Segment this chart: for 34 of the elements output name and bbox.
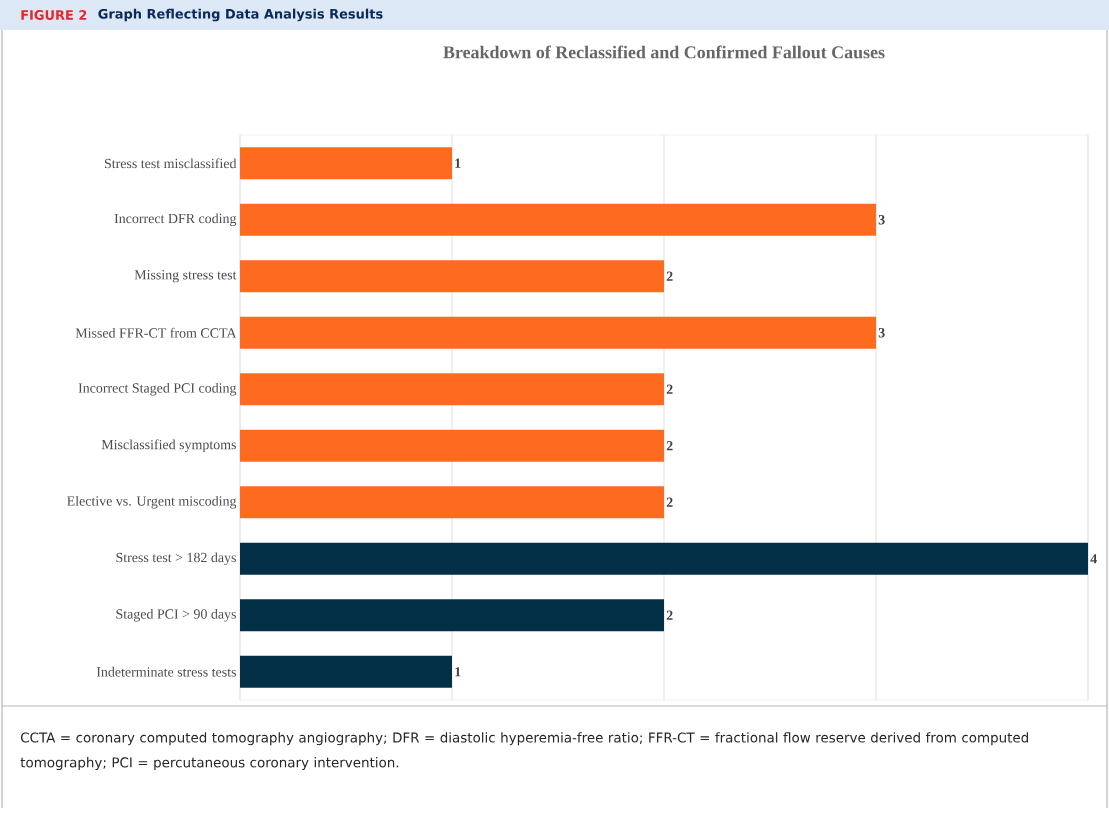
bar	[240, 655, 453, 688]
data-label: 2	[666, 610, 673, 620]
data-label: 2	[666, 497, 673, 507]
data-label: 2	[666, 384, 673, 394]
text: Graph Reflecting Data Analysis Results	[98, 8, 383, 22]
bar	[240, 147, 453, 180]
data-label: 1	[455, 158, 461, 168]
y-tick-label: Stress test misclassified	[104, 158, 237, 169]
y-tick-label: Indeterminate stress tests	[96, 666, 236, 677]
y-tick-label: Elective vs. Urgent miscoding	[67, 495, 237, 509]
bar	[240, 429, 665, 462]
text: CCTA = coronary computed tomography angiography; DFR = diastolic hyperemia-free ratio; FFR-CT = fractional flow reserve derived from computed tomography; PCI = percutaneous coronary intervention.	[20, 732, 1028, 771]
bar	[240, 486, 665, 519]
bar	[240, 316, 877, 349]
chart-title: Breakdown of Reclassified and Confirmed Fallout Causes	[443, 45, 885, 59]
data-label: 2	[666, 271, 673, 281]
y-tick-label: Missed FFR-CT from CCTA	[75, 327, 237, 338]
bar	[240, 260, 665, 293]
bar	[240, 542, 1089, 575]
data-label: 2	[666, 441, 673, 451]
bar	[240, 373, 665, 406]
y-tick-label: Stress test > 182 days	[116, 552, 236, 566]
caption: FIGURE 2	[21, 10, 87, 20]
data-label: 3	[878, 215, 885, 225]
y-tick-label: Incorrect DFR coding	[114, 213, 237, 227]
data-label: 4	[1090, 554, 1097, 564]
y-tick-label: Incorrect Staged PCI coding	[78, 382, 237, 396]
y-tick-label: Misclassified symptoms	[101, 439, 236, 453]
y-tick-label: Missing stress test	[134, 270, 237, 283]
y-tick-label: Staged PCI > 90 days	[116, 608, 236, 622]
bar	[240, 599, 665, 632]
data-label: 1	[455, 667, 461, 677]
data-label: 3	[878, 328, 885, 338]
bar	[240, 203, 877, 236]
